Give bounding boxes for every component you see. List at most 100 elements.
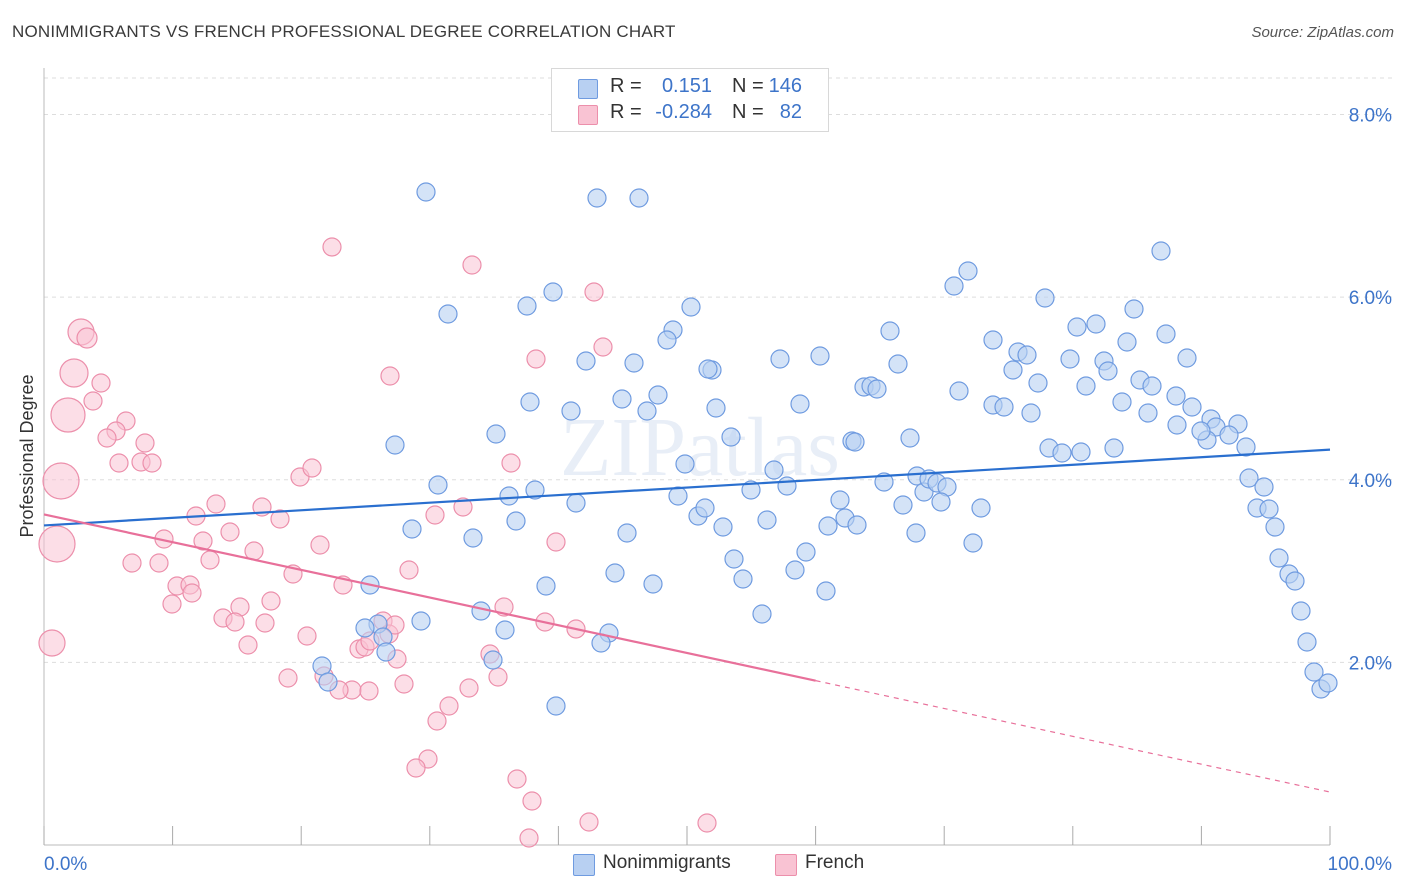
french-point [206,494,226,514]
nonimmigrant-point [867,379,887,399]
nonimmigrant-points [312,182,1338,716]
french-point [359,681,379,701]
nonimmigrant-point [1156,324,1176,344]
correlation-legend: R = 0.151 N = 146 R = -0.284 N = 82 [551,68,829,132]
nonimmigrant-point [880,321,900,341]
french-point [462,255,482,275]
nonimmigrant-point [698,359,718,379]
nonimmigrant-point [785,560,805,580]
pink-swatch [775,854,797,876]
nonimmigrant-point [706,398,726,418]
nonimmigrant-point [944,276,964,296]
nonimmigrant-point [949,381,969,401]
nonimmigrant-point [1177,348,1197,368]
r-value: -0.284 [655,101,712,123]
nonimmigrant-point [1254,477,1274,497]
french-point [193,531,213,551]
nonimmigrant-point [546,696,566,716]
nonimmigrant-point [1017,345,1037,365]
nonimmigrant-point [637,401,657,421]
nonimmigrant-point [741,480,761,500]
y-axis-title: Professional Degree [17,374,37,537]
nonimmigrant-point [483,650,503,670]
french-point [322,237,342,257]
nonimmigrant-point [605,563,625,583]
french-point [501,453,521,473]
nonimmigrant-point [874,472,894,492]
french-point [399,560,419,580]
french-point [238,635,258,655]
x-tick-label: 0.0% [44,854,87,875]
nonimmigrant-point [830,490,850,510]
nonimmigrant-point [790,394,810,414]
nonimmigrant-point [888,354,908,374]
french-point [427,711,447,731]
french-point [453,497,473,517]
french-point [97,428,117,448]
nonimmigrant-point [506,511,526,531]
nonimmigrant-point [643,574,663,594]
nonimmigrant-point [486,424,506,444]
nonimmigrants-trend-line [43,448,1331,527]
nonimmigrant-point [576,351,596,371]
n-label: N = [732,75,764,97]
nonimmigrant-point [1003,360,1023,380]
nonimmigrant-point [931,492,951,512]
nonimmigrant-point [520,392,540,412]
french-point [135,433,155,453]
nonimmigrant-point [1142,376,1162,396]
nonimmigrant-point [1239,468,1259,488]
french-point [142,453,162,473]
x-tick-label: 100.0% [1328,854,1393,875]
nonimmigrant-point [695,498,715,518]
nonimmigrant-point [770,349,790,369]
french-point [261,591,281,611]
french-point [83,391,103,411]
french-point [439,696,459,716]
legend-label: Nonimmigrants [603,852,731,873]
watermark: ZIPatlas [560,401,840,494]
nonimmigrant-point [617,523,637,543]
nonimmigrant-point [561,401,581,421]
nonimmigrant-point [1191,421,1211,441]
nonimmigrant-point [675,454,695,474]
nonimmigrant-point [376,642,396,662]
french-point [225,612,245,632]
legend-label: French [805,852,865,873]
nonimmigrant-point [1291,601,1311,621]
french-point [522,791,542,811]
nonimmigrant-point [416,182,436,202]
nonimmigrant-point [1297,632,1317,652]
nonimmigrant-point [1259,499,1279,519]
nonimmigrant-point [1285,571,1305,591]
french-point [526,349,546,369]
french-point [270,509,290,529]
pink-swatch [578,105,598,125]
french-point [182,583,202,603]
nonimmigrant-point [724,549,744,569]
nonimmigrant-point [312,656,332,676]
nonimmigrant-point [1052,443,1072,463]
blue-swatch [578,79,598,99]
nonimmigrant-point [543,282,563,302]
nonimmigrant-point [624,353,644,373]
nonimmigrant-point [681,297,701,317]
y-tick-label: 2.0% [1349,653,1392,674]
french-point [697,813,717,833]
french-point [406,758,426,778]
nonimmigrant-point [757,510,777,530]
nonimmigrant-point [1182,397,1202,417]
nonimmigrant-point [1086,314,1106,334]
french-point [507,769,527,789]
nonimmigrant-point [721,427,741,447]
french-point [459,678,479,698]
r-label: R = [610,101,642,123]
n-value: 82 [779,101,802,123]
nonimmigrant-point [1318,673,1338,693]
nonimmigrant-point [764,460,784,480]
nonimmigrant-point [536,576,556,596]
y-tick-label: 8.0% [1349,106,1392,127]
nonimmigrant-point [1236,437,1256,457]
nonimmigrant-point [657,330,677,350]
french-point [38,629,66,657]
